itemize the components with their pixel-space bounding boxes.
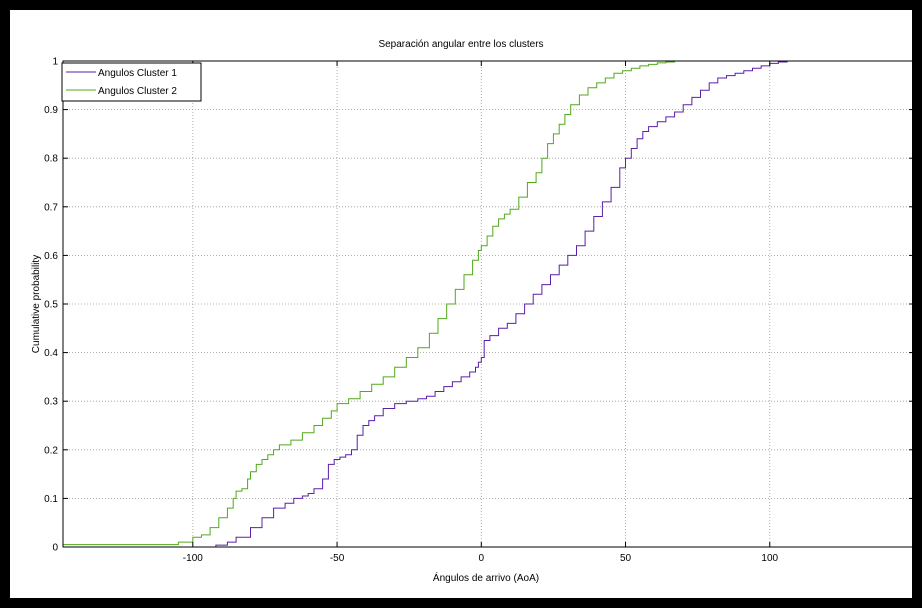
y-tick-label: 0: [52, 543, 58, 554]
x-tick-label: 50: [620, 553, 632, 564]
cdf-chart: Separación angular entre los clusters -1…: [31, 39, 912, 584]
figure-canvas: Separación angular entre los clusters -1…: [10, 10, 912, 598]
chart-title: Separación angular entre los clusters: [378, 39, 543, 50]
legend: Angulos Cluster 1 Angulos Cluster 2: [61, 62, 202, 102]
series-line-cluster-1: [63, 60, 912, 548]
y-tick-label: 0.8: [44, 154, 58, 165]
legend-box: [61, 62, 202, 102]
grid-layer: [63, 60, 912, 548]
series-layer: [63, 60, 912, 548]
y-tick-label: 0.2: [44, 445, 58, 456]
series-line-cluster-2: [63, 60, 912, 546]
y-tick-label: 1: [52, 57, 58, 68]
x-tick-label: 100: [761, 553, 778, 564]
y-tick-label: 0.5: [44, 300, 58, 311]
y-tick-label: 0.3: [44, 397, 58, 408]
plot-area-frame: [62, 60, 912, 548]
y-tick-label: 0.6: [44, 251, 58, 262]
x-tick-label: 0: [479, 553, 485, 564]
tick-layer: -100 -50 0 50 100 0 0.1 0.2 0.3 0.4 0.5 0.6 0.7 0.8 0.…: [44, 57, 912, 564]
y-tick-label: 0.9: [44, 105, 58, 116]
y-axis-label: Cumulative probability: [31, 255, 42, 353]
legend-label-cluster-1: Angulos Cluster 1: [98, 68, 177, 79]
legend-label-cluster-2: Angulos Cluster 2: [98, 86, 177, 97]
y-tick-label: 0.1: [44, 494, 58, 505]
y-tick-label: 0.7: [44, 202, 58, 213]
x-tick-label: -50: [330, 553, 345, 564]
x-axis-label: Ángulos de arrivo (AoA): [433, 571, 539, 584]
x-tick-label: -100: [183, 553, 203, 564]
y-tick-label: 0.4: [44, 348, 58, 359]
